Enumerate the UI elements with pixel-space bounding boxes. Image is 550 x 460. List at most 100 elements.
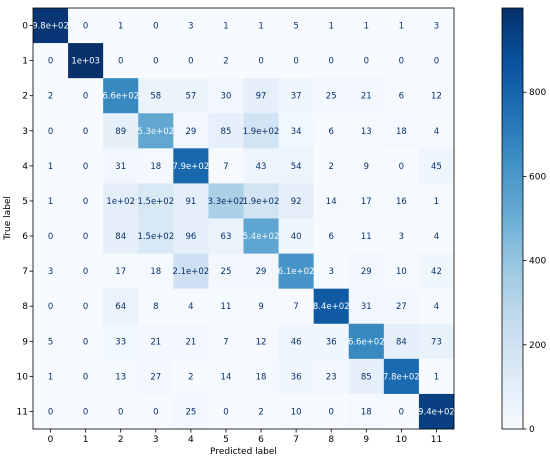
cell-value-r0-c8: 1	[328, 22, 333, 32]
heatmap-cell-r6-c1	[68, 218, 104, 254]
y-tick-label: 10	[17, 372, 29, 382]
cell-value-r10-c11: 1	[434, 372, 439, 382]
heatmap-cell-r2-c4	[173, 78, 209, 114]
heatmap-cell-r4-c2	[103, 148, 139, 184]
heatmap-cell-r8-c1	[68, 288, 104, 325]
cell-value-r3-c7: 34	[291, 127, 302, 137]
y-tick-label: 11	[17, 407, 28, 417]
heatmap-cell-r11-c8	[313, 393, 350, 430]
heatmap-cell-r5-c11	[418, 183, 455, 219]
heatmap-cell-labels: 9.8e+02 0 1 0 3 1 1 5 1 1 1 30 1e+03 0 0 0 2 0 0 0 0 0 02 0 6.6e…	[32, 22, 455, 418]
cell-value-r11-c3: 0	[153, 407, 158, 417]
heatmap-cell-r2-c1	[68, 78, 104, 114]
cell-value-r1-c2: 0	[118, 57, 123, 67]
heatmap-cell-r3-c4	[173, 113, 209, 149]
cell-value-r2-c4: 57	[185, 92, 196, 102]
cell-value-r10-c9: 85	[361, 372, 372, 382]
heatmap-cell-r1-c11	[418, 43, 455, 79]
heatmap-cell-r8-c9	[348, 288, 385, 325]
cell-value-r10-c5: 14	[221, 372, 232, 382]
heatmap-cell-r11-c5	[208, 393, 244, 430]
heatmap-cell-r6-c11	[418, 218, 455, 254]
heatmap-cell-r3-c10	[383, 113, 420, 149]
heatmap-cell-r10-c7	[278, 358, 314, 395]
heatmap-cell-r8-c11	[418, 288, 455, 325]
cell-value-r11-c9: 18	[361, 407, 372, 417]
heatmap-cell-r11-c0	[33, 393, 69, 430]
heatmap-cell-r9-c0	[33, 323, 69, 360]
cell-value-r2-c7: 37	[291, 92, 302, 102]
cell-value-r8-c9: 31	[361, 302, 372, 312]
cell-value-r9-c1: 0	[83, 337, 88, 347]
cell-value-r1-c1: 1e+03	[71, 57, 100, 67]
heatmap-cell-r11-c10	[383, 393, 420, 430]
cell-value-r0-c4: 3	[188, 22, 193, 32]
cell-value-r4-c9: 9	[364, 162, 369, 172]
cell-value-r5-c9: 17	[361, 197, 372, 207]
heatmap-cell-r2-c6	[243, 78, 279, 114]
cell-value-r5-c10: 16	[396, 197, 407, 207]
heatmap-cell-r0-c5	[208, 8, 244, 44]
heatmap-cell-r3-c8	[313, 113, 350, 149]
cell-value-r1-c4: 0	[188, 57, 193, 67]
cell-value-r11-c4: 25	[185, 407, 196, 417]
heatmap-cell-r3-c0	[33, 113, 69, 149]
heatmap-cell-r5-c6	[243, 183, 279, 219]
cell-value-r0-c2: 1	[118, 22, 123, 32]
x-tick-label: 4	[188, 435, 194, 445]
heatmap-cell-r9-c10	[383, 323, 420, 360]
heatmap-cell-r10-c0	[33, 358, 69, 395]
heatmap-cell-r9-c2	[103, 323, 139, 360]
heatmap-cell-r6-c6	[243, 218, 279, 254]
heatmap-cell-r10-c3	[138, 358, 174, 395]
y-tick-label: 5	[22, 197, 28, 207]
cell-value-r10-c2: 13	[115, 372, 126, 382]
cell-value-r6-c3: 1.5e+02	[137, 232, 174, 242]
cell-value-r3-c5: 85	[221, 127, 232, 137]
heatmap-cell-r5-c7	[278, 183, 314, 219]
heatmap-cell-r5-c3	[138, 183, 174, 219]
cell-value-r1-c0: 0	[48, 57, 53, 67]
cell-value-r4-c0: 1	[48, 162, 53, 172]
heatmap-cell-r10-c2	[103, 358, 139, 395]
cell-value-r6-c1: 0	[83, 232, 88, 242]
heatmap-cell-r4-c11	[418, 148, 455, 184]
cell-value-r5-c2: 1e+02	[106, 197, 135, 207]
cell-value-r4-c4: 7.9e+02	[173, 162, 210, 172]
cell-value-r8-c7: 7	[293, 302, 298, 312]
cell-value-r11-c0: 0	[48, 407, 53, 417]
y-tick-label: 1	[22, 57, 28, 67]
cell-value-r4-c5: 7	[223, 162, 228, 172]
cell-value-r9-c8: 36	[326, 337, 337, 347]
heatmap-cell-r7-c0	[33, 253, 69, 289]
cell-value-r5-c4: 91	[185, 197, 196, 207]
heatmap-cell-r0-c8	[313, 8, 350, 44]
cell-value-r8-c1: 0	[83, 302, 88, 312]
cell-value-r2-c3: 58	[150, 92, 161, 102]
heatmap-cell-r1-c2	[103, 43, 139, 79]
cell-value-r1-c9: 0	[364, 57, 369, 67]
heatmap-cell-r0-c3	[138, 8, 174, 44]
colorbar-tick-label: 400	[529, 257, 546, 267]
heatmap-cell-r4-c8	[313, 148, 350, 184]
x-tick-label: 11	[431, 435, 442, 445]
cell-value-r6-c10: 3	[399, 232, 404, 242]
cell-value-r0-c10: 1	[399, 22, 404, 32]
heatmap-cell-r3-c3	[138, 113, 174, 149]
y-tick-label: 6	[22, 232, 28, 242]
cell-value-r8-c6: 9	[258, 302, 263, 312]
heatmap-cell-r6-c2	[103, 218, 139, 254]
heatmap-cell-r6-c5	[208, 218, 244, 254]
heatmap-cell-r6-c7	[278, 218, 314, 254]
heatmap-cell-r5-c9	[348, 183, 385, 219]
heatmap-cell-r11-c6	[243, 393, 279, 430]
heatmap-cell-r8-c6	[243, 288, 279, 325]
heatmap-cell-r5-c1	[68, 183, 104, 219]
heatmap-cell-r8-c2	[103, 288, 139, 325]
x-tick-label: 3	[153, 435, 159, 445]
heatmap-cell-r9-c8	[313, 323, 350, 360]
cell-value-r5-c1: 0	[83, 197, 88, 207]
cell-value-r8-c3: 8	[153, 302, 158, 312]
cell-value-r7-c9: 29	[361, 267, 372, 277]
